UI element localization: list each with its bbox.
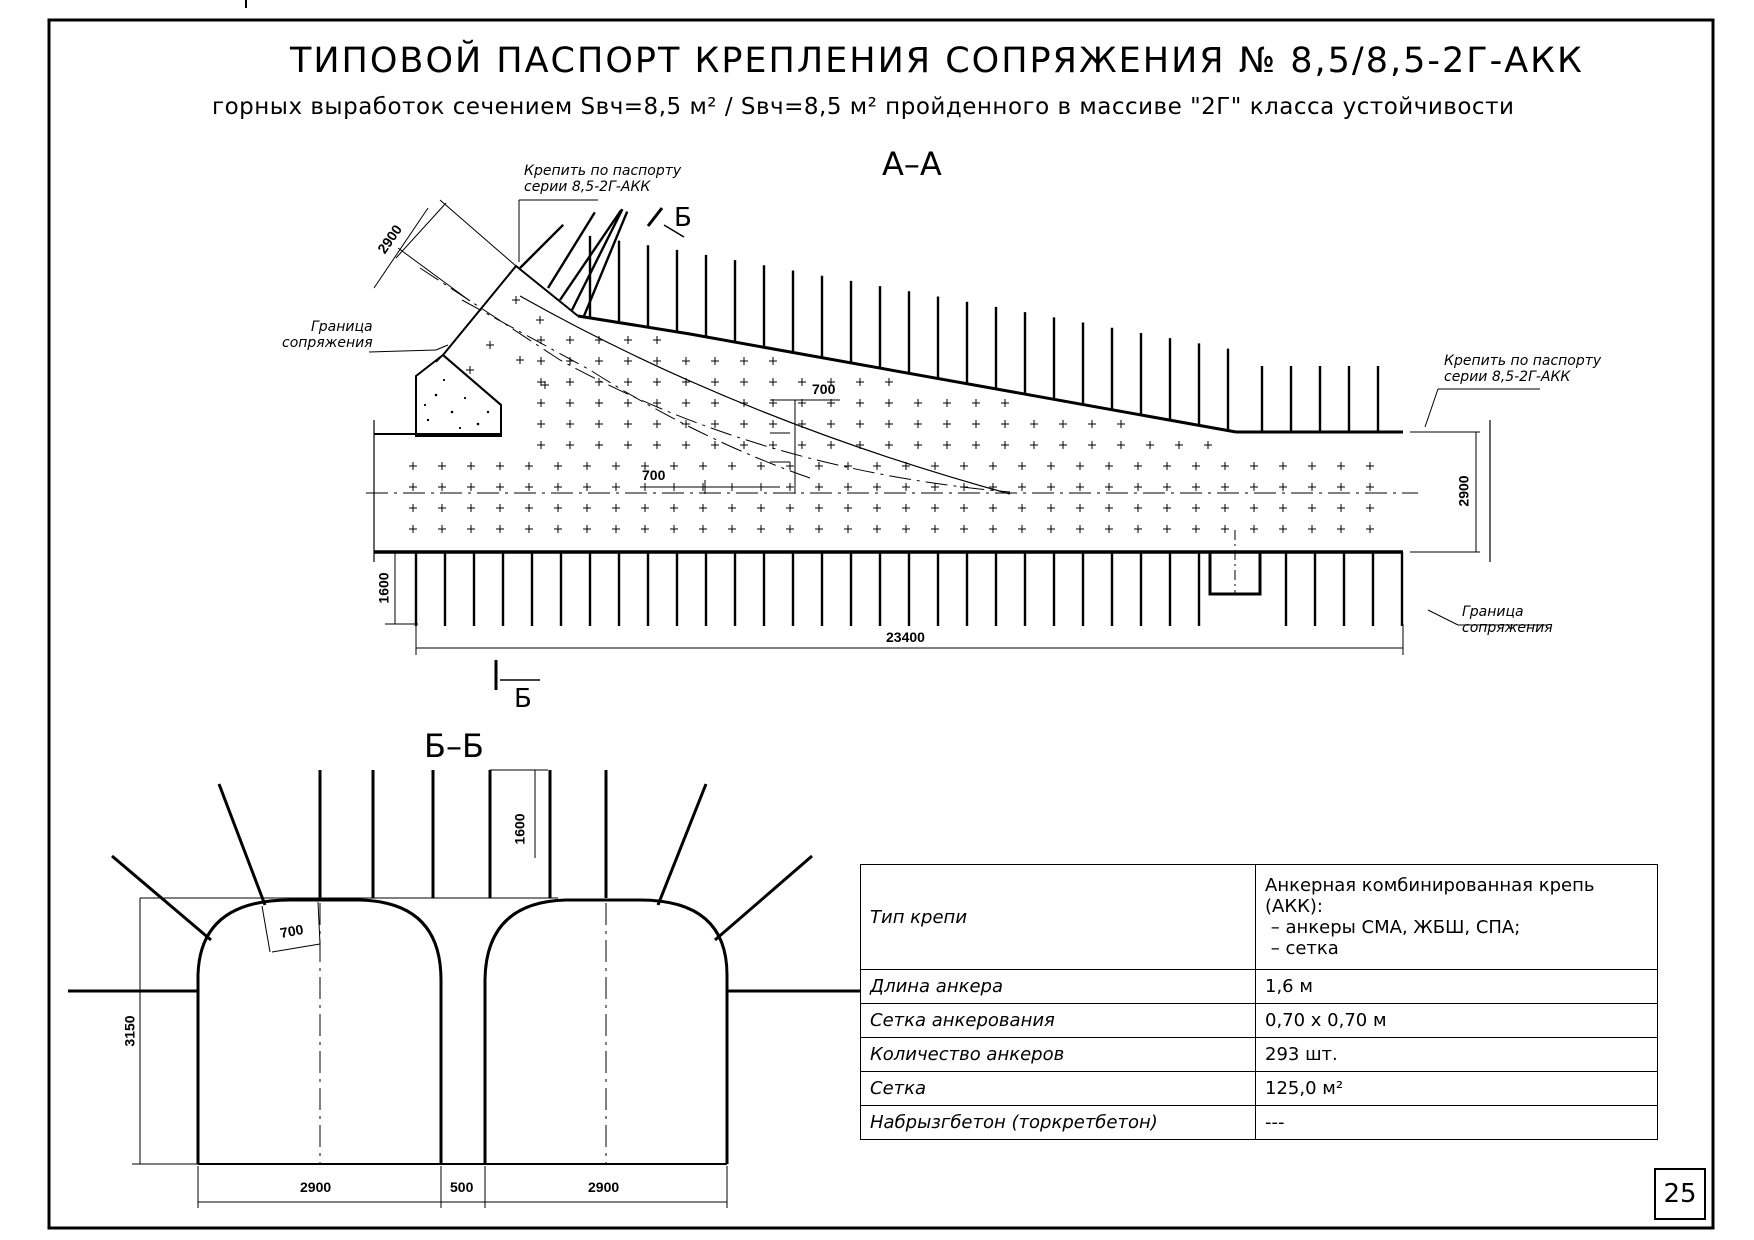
spec-table: Тип крепи Анкерная комбинированная крепь… [860, 864, 1658, 1140]
dim-spacing-lower: 700 [642, 467, 666, 483]
roof-bolt [546, 211, 596, 289]
spec-key: Набрызгбетон (торкретбетон) [860, 1105, 1256, 1140]
boundary-right-line1: Граница [1462, 604, 1524, 620]
note-top-line2: серии 8,5-2Г-АКК [524, 179, 651, 195]
boundary-right-note: Граница сопряжения [1462, 604, 1553, 636]
dim-pillar: 500 [450, 1179, 474, 1195]
roof-bolt [656, 783, 708, 906]
spec-key: Сетка анкерования [860, 1003, 1256, 1038]
spec-row: Тип крепи Анкерная комбинированная крепь… [860, 864, 1658, 970]
section-aa-plan [366, 199, 1548, 690]
left-drift-profile [198, 902, 440, 1164]
dim-width-left: 2900 [300, 1179, 332, 1195]
concrete-fill [415, 353, 502, 437]
note-right-line2: серии 8,5-2Г-АКК [1444, 369, 1571, 385]
spec-value-line: – сетка [1265, 938, 1339, 959]
page-number: 25 [1654, 1168, 1706, 1220]
section-aa-label: А–А [882, 145, 942, 183]
roof-bolt [217, 783, 267, 906]
note-top-line1: Крепить по паспорту [524, 163, 682, 179]
dim-total-length: 23400 [886, 629, 925, 645]
spec-key: Количество анкеров [860, 1037, 1256, 1072]
spec-row: Сетка анкерования 0,70 х 0,70 м [860, 1003, 1658, 1038]
roof-bolt [559, 209, 623, 301]
spec-value: --- [1255, 1105, 1658, 1140]
note-right: Крепить по паспорту серии 8,5-2Г-АКК [1444, 353, 1601, 385]
spec-value: 0,70 х 0,70 м [1255, 1003, 1658, 1038]
spec-value: 1,6 м [1255, 969, 1658, 1004]
section-bb-profile [132, 769, 729, 1208]
aa-roof-bolts [414, 208, 1404, 626]
spec-row: Сетка 125,0 м² [860, 1071, 1658, 1106]
concrete-dots [423, 378, 490, 430]
spec-value: 293 шт. [1255, 1037, 1658, 1072]
aa-mesh-crosses [409, 296, 1374, 533]
boundary-left-note: Граница сопряжения [282, 319, 373, 351]
spec-row: Количество анкеров 293 шт. [860, 1037, 1658, 1072]
roof-bolt [570, 208, 624, 311]
spec-value: Анкерная комбинированная крепь (АКК): – … [1255, 864, 1658, 970]
dim-height-aa: 2900 [1455, 475, 1472, 507]
spec-key: Сетка [860, 1071, 1256, 1106]
right-drift-profile [483, 898, 729, 1164]
sheet-subtitle: горных выработок сечением Sвч=8,5 м² / S… [212, 94, 1515, 120]
dim-anchor-bb: 1600 [511, 813, 528, 845]
roof-bolt [519, 223, 565, 269]
spec-row: Длина анкера 1,6 м [860, 969, 1658, 1004]
dim-height-bb: 3150 [121, 1015, 138, 1047]
spec-row: Набрызгбетон (торкретбетон) --- [860, 1105, 1658, 1140]
cut-mark-label-bottom: Б [514, 684, 532, 714]
boundary-right-line2: сопряжения [1462, 620, 1553, 636]
dim-width-right: 2900 [588, 1179, 620, 1195]
note-right-line1: Крепить по паспорту [1444, 353, 1602, 369]
spec-value: 125,0 м² [1255, 1071, 1658, 1106]
roof-bolt [714, 854, 813, 942]
spec-value-line: Анкерная комбинированная крепь (АКК): [1265, 875, 1595, 917]
spec-value-line: – анкеры СМА, ЖБШ, СПА; [1265, 917, 1521, 938]
dim-spacing-upper: 700 [812, 381, 836, 397]
section-bb-label: Б–Б [424, 727, 484, 765]
boundary-left-line2: сопряжения [282, 335, 373, 351]
spec-key: Тип крепи [860, 864, 1256, 970]
bb-roof-bolts [68, 770, 860, 993]
sheet-title: ТИПОВОЙ ПАСПОРТ КРЕПЛЕНИЯ СОПРЯЖЕНИЯ № 8… [290, 41, 1584, 81]
roof-bolt [582, 211, 629, 317]
note-top: Крепить по паспорту серии 8,5-2Г-АКК [524, 163, 681, 195]
roof-bolt [111, 854, 212, 942]
cut-mark-label-top: Б [674, 203, 692, 233]
boundary-left-line1: Граница [310, 319, 373, 335]
cut-mark-line-top [646, 207, 664, 227]
branch-axis [419, 267, 1011, 493]
dim-spacing-bb: 700 [278, 921, 305, 941]
sheet-border [47, 18, 1715, 1230]
spec-key: Длина анкера [860, 969, 1256, 1004]
dim-anchor-aa: 1600 [375, 572, 392, 604]
